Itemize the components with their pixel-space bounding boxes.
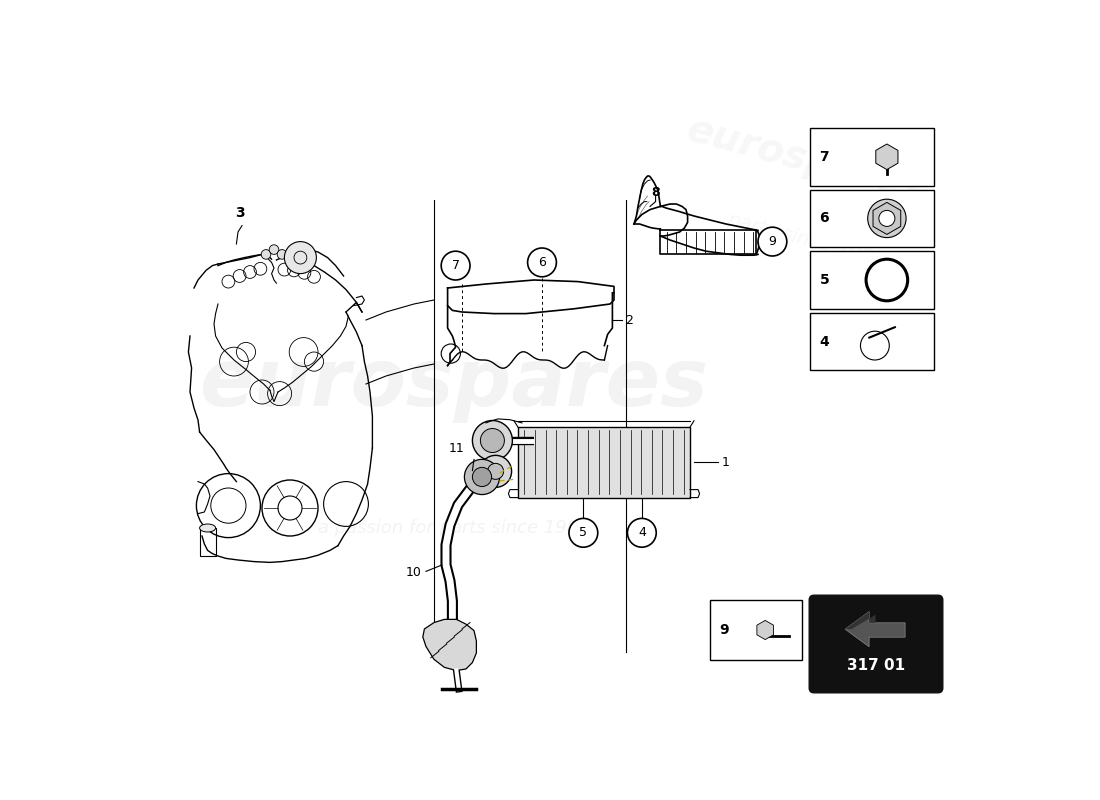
Circle shape	[480, 455, 512, 487]
Text: 10: 10	[406, 566, 422, 579]
FancyBboxPatch shape	[710, 600, 802, 660]
Polygon shape	[757, 621, 773, 640]
Text: 317 01: 317 01	[847, 658, 905, 674]
FancyBboxPatch shape	[810, 595, 943, 693]
Circle shape	[487, 463, 504, 479]
Circle shape	[270, 245, 278, 254]
Polygon shape	[873, 202, 901, 234]
FancyBboxPatch shape	[810, 313, 934, 370]
Text: eurospares: eurospares	[682, 110, 930, 210]
Circle shape	[472, 467, 492, 486]
Circle shape	[472, 421, 513, 461]
Circle shape	[481, 429, 505, 453]
Text: 11: 11	[449, 442, 464, 455]
Ellipse shape	[199, 524, 216, 532]
FancyBboxPatch shape	[810, 128, 934, 186]
Circle shape	[879, 210, 895, 226]
Text: eurospares: eurospares	[199, 345, 708, 423]
Polygon shape	[845, 611, 905, 629]
Text: 9: 9	[769, 235, 777, 248]
FancyBboxPatch shape	[810, 251, 934, 309]
Circle shape	[528, 248, 557, 277]
Circle shape	[277, 250, 287, 259]
Text: a passion for parts since 1985: a passion for parts since 1985	[318, 519, 590, 537]
Text: 5: 5	[580, 526, 587, 539]
Circle shape	[627, 518, 657, 547]
Polygon shape	[518, 427, 690, 498]
Polygon shape	[422, 619, 476, 670]
FancyBboxPatch shape	[810, 190, 934, 247]
Text: 6: 6	[538, 256, 546, 269]
Circle shape	[868, 199, 906, 238]
Text: 9: 9	[719, 623, 729, 637]
Text: 4: 4	[638, 526, 646, 539]
Circle shape	[261, 250, 271, 259]
Circle shape	[758, 227, 786, 256]
Circle shape	[285, 242, 317, 274]
Text: 4: 4	[820, 334, 829, 349]
Circle shape	[464, 459, 499, 494]
Text: 1: 1	[722, 456, 730, 469]
Polygon shape	[845, 611, 905, 646]
Text: 8: 8	[651, 186, 660, 198]
Text: parts since 1985: parts since 1985	[725, 210, 887, 270]
Circle shape	[569, 518, 597, 547]
Text: 7: 7	[820, 150, 829, 164]
Circle shape	[441, 251, 470, 280]
Polygon shape	[876, 144, 898, 170]
Text: 5: 5	[820, 273, 829, 287]
Text: 7: 7	[452, 259, 460, 272]
Text: 3: 3	[234, 206, 244, 220]
Text: 2: 2	[625, 314, 634, 326]
Text: 6: 6	[820, 211, 829, 226]
